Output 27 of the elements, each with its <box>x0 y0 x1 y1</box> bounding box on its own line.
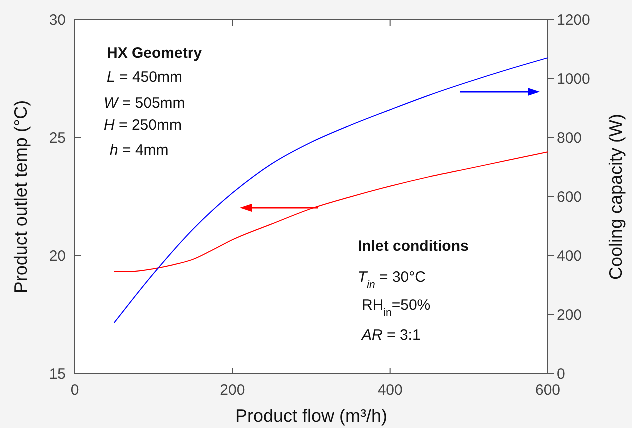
annotation: W = 505mm <box>104 95 186 112</box>
y2-tick-label: 600 <box>557 188 582 206</box>
y2-tick-label: 1000 <box>557 70 590 88</box>
y2-tick-label: 400 <box>557 248 582 265</box>
y2-axis-title: Cooling capacity (W) <box>606 114 626 280</box>
x-tick-label: 0 <box>70 382 80 399</box>
annotation: h = 4mm <box>110 142 169 159</box>
y2-tick-label: 0 <box>557 366 566 383</box>
y2-tick-label: 200 <box>557 306 582 324</box>
y2-tick-label: 800 <box>557 130 582 147</box>
y-tick-label: 30 <box>49 12 66 29</box>
y-tick-label: 15 <box>49 366 66 383</box>
annotation: H = 250mm <box>104 117 182 134</box>
y2-tick-label: 1200 <box>557 12 590 29</box>
annotation: AR = 3:1 <box>361 327 421 344</box>
annotation: L = 450mm <box>107 69 182 86</box>
annotation: T$_{in}$ = 30°C <box>358 269 426 291</box>
x-tick-label: 600 <box>535 382 561 399</box>
x-axis-title: Product flow (m³/h) <box>235 406 388 426</box>
x-tick-label: 200 <box>220 382 246 399</box>
annotation: RH$_{in}$=50% <box>362 297 431 319</box>
y-tick-label: 20 <box>49 248 66 265</box>
annotation: Inlet conditions <box>358 238 469 255</box>
y-axis-title: Product outlet temp (°C) <box>11 100 31 294</box>
y-tick-label: 25 <box>49 130 66 147</box>
x-tick-label: 400 <box>378 382 403 399</box>
annotation: HX Geometry <box>107 45 203 62</box>
